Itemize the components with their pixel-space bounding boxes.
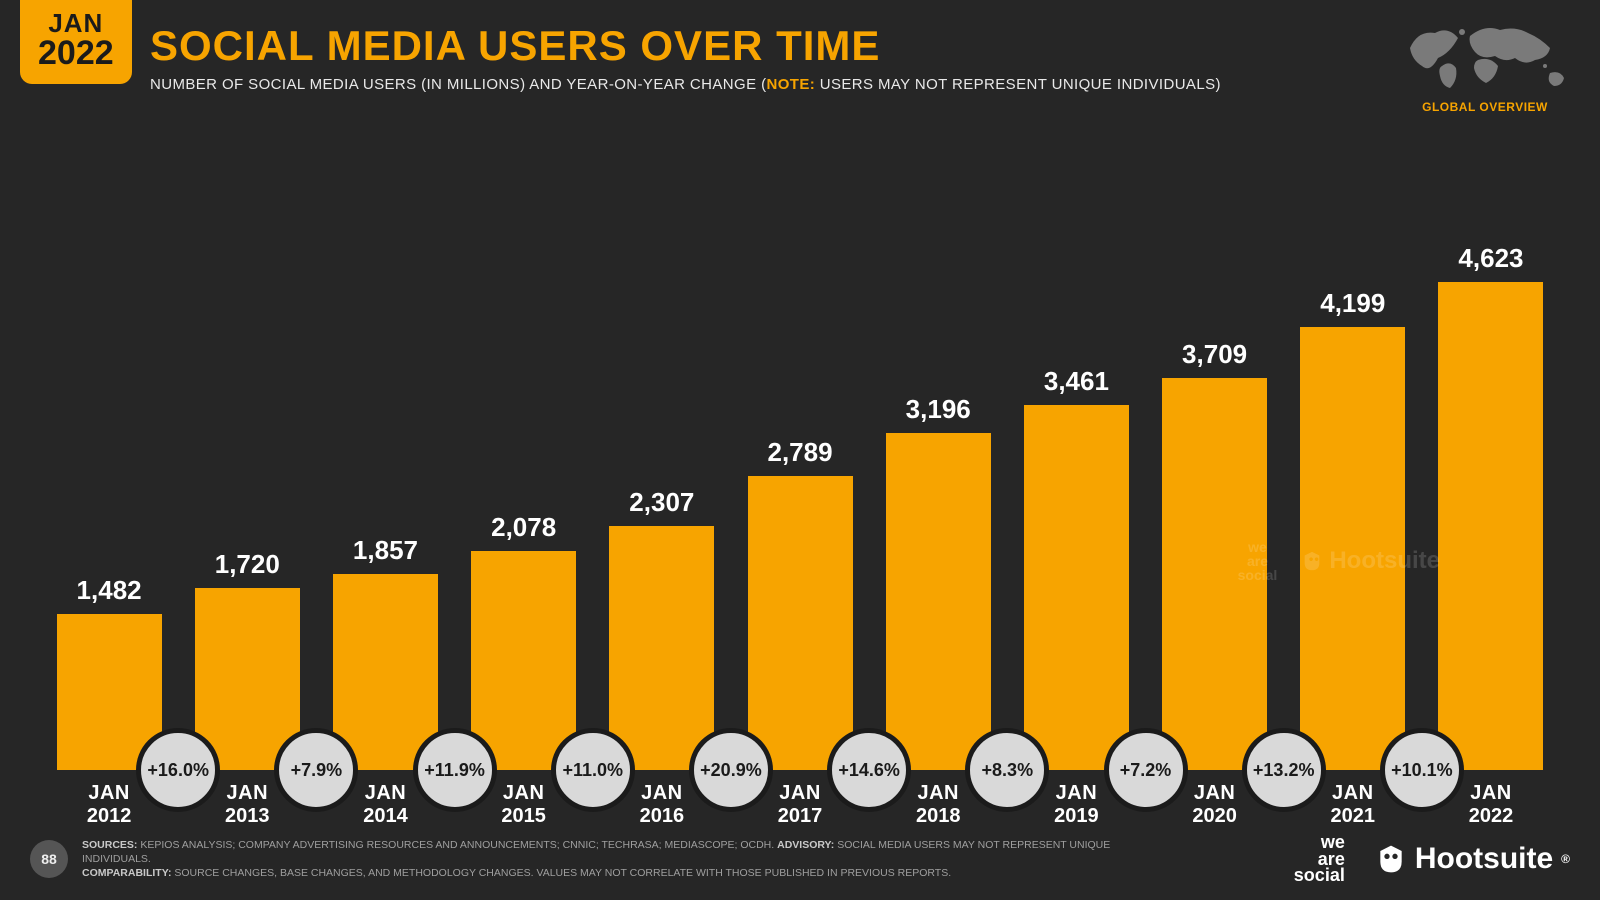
subtitle-post: USERS MAY NOT REPRESENT UNIQUE INDIVIDUA… [815, 76, 1221, 93]
bar-value: 3,461 [1044, 366, 1109, 397]
x-label-2019: JAN2019 [1007, 782, 1145, 828]
bar-value: 4,623 [1458, 243, 1523, 274]
bar [333, 574, 438, 770]
chart-subtitle: NUMBER OF SOCIAL MEDIA USERS (IN MILLION… [150, 76, 1360, 93]
x-label-2012: JAN2012 [40, 782, 178, 828]
bar-value: 2,789 [767, 437, 832, 468]
bar [57, 614, 162, 770]
bar [748, 476, 853, 770]
sources-body-3: SOURCE CHANGES, BASE CHANGES, AND METHOD… [171, 867, 951, 879]
bar [195, 588, 300, 770]
x-label-2014: JAN2014 [316, 782, 454, 828]
bar-col-2014: 1,857 [316, 160, 454, 770]
bar-value: 1,720 [215, 549, 280, 580]
bar-col-2015: 2,078 [455, 160, 593, 770]
logo-ws-line3: social [1294, 867, 1345, 884]
date-year: 2022 [38, 36, 114, 70]
x-label-2015: JAN2015 [455, 782, 593, 828]
bar-value: 1,482 [77, 575, 142, 606]
bar-value: 2,078 [491, 512, 556, 543]
bar [609, 526, 714, 770]
x-label-2016: JAN2016 [593, 782, 731, 828]
x-label-2017: JAN2017 [731, 782, 869, 828]
date-month: JAN [38, 10, 114, 36]
bar-value: 3,709 [1182, 339, 1247, 370]
watermark-hootsuite: Hootsuite [1301, 547, 1440, 575]
bar [886, 433, 991, 770]
watermark: wearesocial Hootsuite [1238, 540, 1440, 582]
watermark-wearesocial: wearesocial [1238, 540, 1278, 582]
x-label-2018: JAN2018 [869, 782, 1007, 828]
globe-label: GLOBAL OVERVIEW [1400, 100, 1570, 114]
x-label-2022: JAN2022 [1422, 782, 1560, 828]
x-axis-labels: JAN2012JAN2013JAN2014JAN2015JAN2016JAN20… [40, 782, 1560, 828]
watermark-hootsuite-text: Hootsuite [1329, 547, 1440, 575]
chart-title: SOCIAL MEDIA USERS OVER TIME [150, 22, 1360, 70]
bar-col-2013: 1,720 [178, 160, 316, 770]
x-label-2021: JAN2021 [1284, 782, 1422, 828]
bar-value: 2,307 [629, 487, 694, 518]
subtitle-pre: NUMBER OF SOCIAL MEDIA USERS (IN MILLION… [150, 76, 766, 93]
x-label-2013: JAN2013 [178, 782, 316, 828]
sources-body-1: KEPIOS ANALYSIS; COMPANY ADVERTISING RES… [137, 839, 777, 851]
bar-col-2019: 3,461 [1007, 160, 1145, 770]
world-map-icon [1400, 18, 1570, 96]
bar [1024, 405, 1129, 770]
bar-col-2016: 2,307 [593, 160, 731, 770]
globe-overview: GLOBAL OVERVIEW [1400, 18, 1570, 114]
footer-logos: we are social Hootsuite ® [1294, 834, 1570, 884]
sources-text: SOURCES: KEPIOS ANALYSIS; COMPANY ADVERT… [82, 838, 1132, 881]
comparability-label: COMPARABILITY: [82, 867, 171, 879]
footer: 88 SOURCES: KEPIOS ANALYSIS; COMPANY ADV… [0, 822, 1600, 900]
registered-mark: ® [1561, 852, 1570, 866]
bar-col-2020: 3,709 [1146, 160, 1284, 770]
owl-icon [1301, 550, 1323, 572]
bar [1438, 282, 1543, 770]
logo-hootsuite: Hootsuite ® [1375, 842, 1570, 876]
owl-icon [1375, 843, 1407, 875]
advisory-label: ADVISORY: [777, 839, 834, 851]
sources-label: SOURCES: [82, 839, 137, 851]
bar-col-2017: 2,789 [731, 160, 869, 770]
date-badge: JAN 2022 [20, 0, 132, 84]
bar-value: 4,199 [1320, 288, 1385, 319]
logo-hootsuite-text: Hootsuite [1415, 842, 1553, 876]
header: SOCIAL MEDIA USERS OVER TIME NUMBER OF S… [150, 22, 1360, 93]
bar-value: 1,857 [353, 535, 418, 566]
bar [471, 551, 576, 770]
bar-chart: 1,482 1,720 1,857 2,078 2,307 2,789 3,196 3,461… [40, 160, 1560, 770]
bar-col-2022: 4,623 [1422, 160, 1560, 770]
x-label-2020: JAN2020 [1146, 782, 1284, 828]
subtitle-note: NOTE: [766, 76, 815, 93]
logo-wearesocial: we are social [1294, 834, 1345, 884]
bar-col-2012: 1,482 [40, 160, 178, 770]
bar-value: 3,196 [906, 394, 971, 425]
page-number: 88 [30, 840, 68, 878]
bar-col-2018: 3,196 [869, 160, 1007, 770]
bars-container: 1,482 1,720 1,857 2,078 2,307 2,789 3,196 3,461… [40, 160, 1560, 770]
bar-col-2021: 4,199 [1284, 160, 1422, 770]
